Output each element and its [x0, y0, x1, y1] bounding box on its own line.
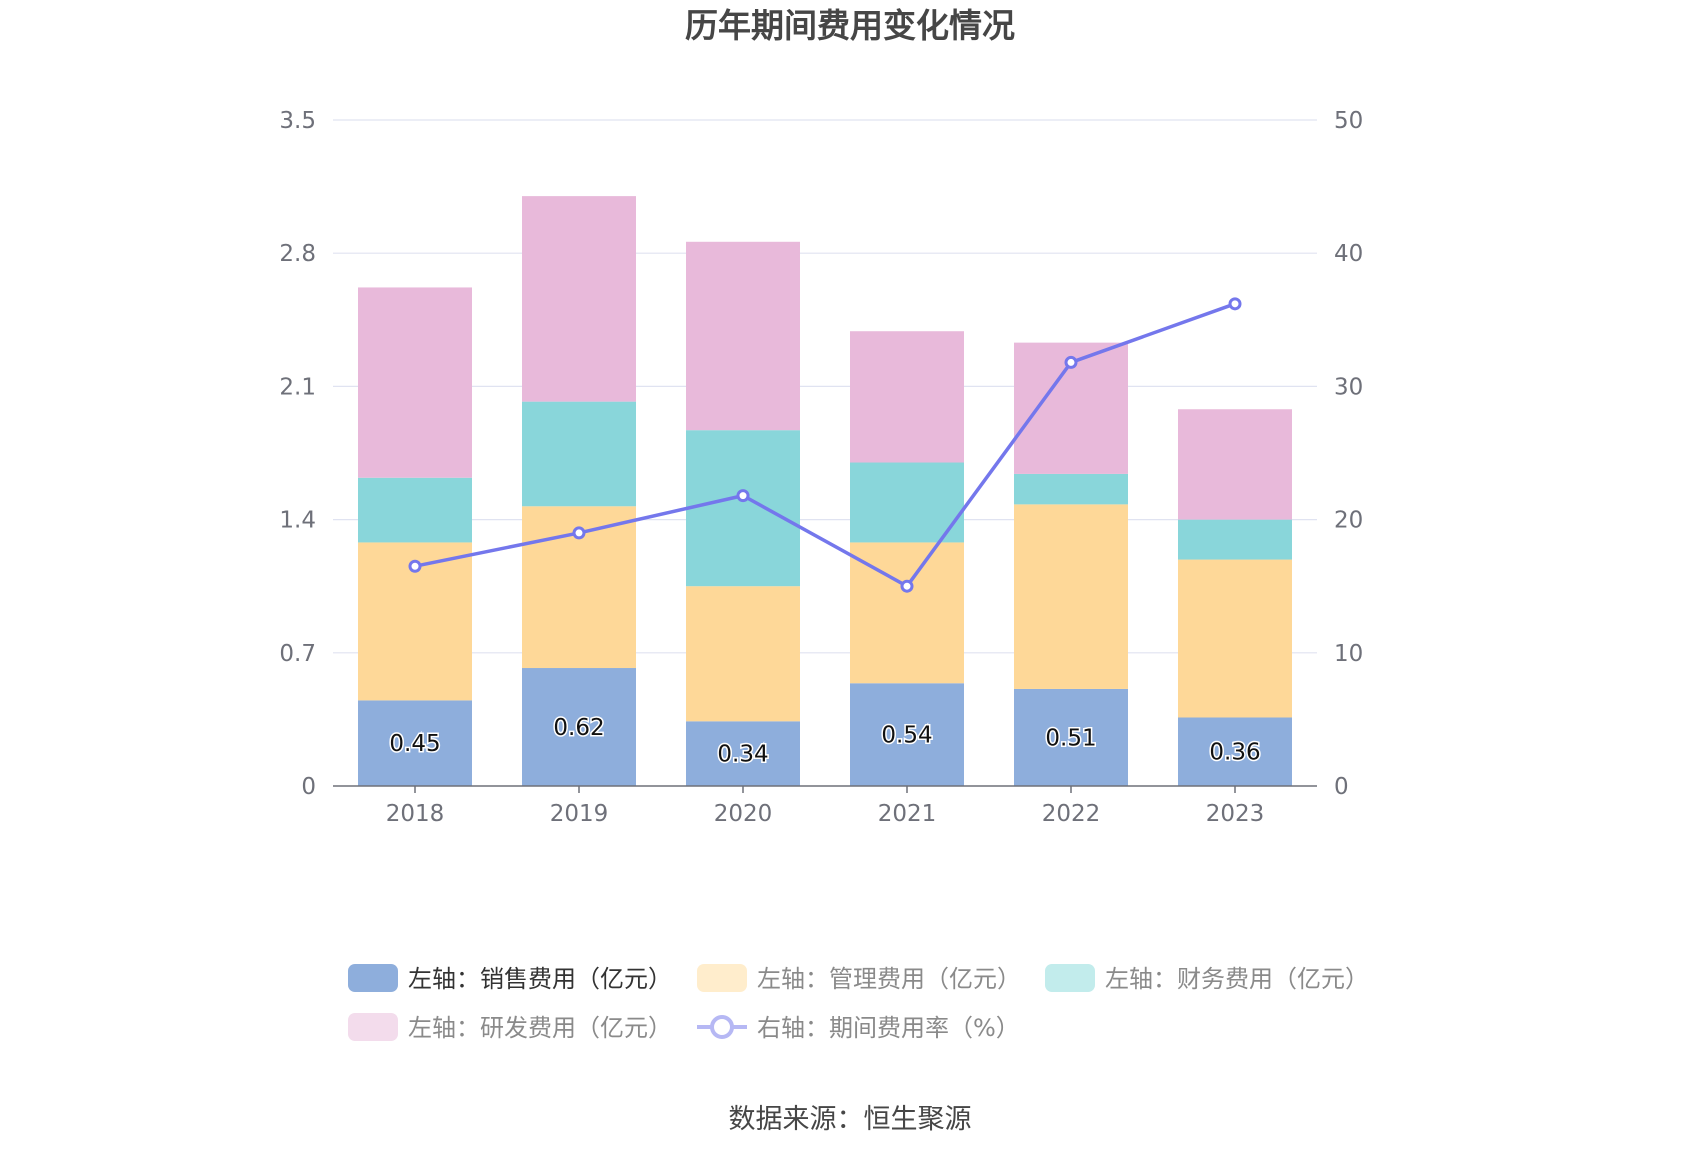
bar-segment: [1178, 409, 1292, 520]
x-tick-label: 2018: [386, 801, 445, 827]
bar-segment: [850, 683, 964, 786]
legend-marker-swatch: [710, 1015, 734, 1039]
y-right-tick-label: 10: [1334, 641, 1363, 667]
bar-segment: [1014, 504, 1128, 689]
legend-swatch: [348, 1013, 398, 1041]
legend: 左轴：销售费用（亿元） 左轴：管理费用（亿元） 左轴：财务费用（亿元） 左轴：研发费用…: [348, 964, 1369, 1042]
bar-segment: [1014, 688, 1128, 786]
rate-point: [408, 559, 422, 573]
bar-data-label: 0.62: [553, 715, 604, 741]
legend-swatch: [1045, 964, 1095, 992]
bar-data-label: 0.34: [717, 742, 768, 768]
rate-line: [414, 302, 1236, 588]
x-tick-label: 2020: [714, 801, 773, 827]
x-tick-label: 2019: [550, 801, 609, 827]
bar-segment: [686, 721, 800, 786]
bar-segment: [522, 401, 636, 507]
rate-point: [1228, 297, 1242, 311]
data-source: 数据来源：恒生聚源: [729, 1104, 972, 1135]
bar-data-label: 0.51: [1045, 725, 1096, 751]
legend-label: 左轴：销售费用（亿元）: [408, 965, 672, 993]
bar-data-label: 0.45: [389, 731, 440, 757]
y-right-tick-label: 20: [1334, 508, 1363, 534]
bar-segment: [686, 586, 800, 722]
bar-segment: [1178, 717, 1292, 786]
y-right-tick-label: 0: [1334, 774, 1349, 800]
x-tick-label: 2021: [878, 801, 937, 827]
rate-point: [736, 489, 750, 503]
rate-point: [572, 526, 586, 540]
y-left-tick-label: 3.5: [279, 108, 316, 134]
bar-segment: [1178, 519, 1292, 560]
bar-segment: [850, 331, 964, 463]
line-series: [408, 297, 1242, 593]
y-right-tick-label: 40: [1334, 241, 1363, 267]
legend-label: 左轴：管理费用（亿元）: [757, 965, 1021, 993]
y-left-tick-label: 2.1: [279, 374, 316, 400]
bar-segment: [358, 477, 472, 543]
data-labels: 0.45 0.62 0.34 0.54 0.51 0.36: [388, 714, 1262, 770]
legend-label: 左轴：研发费用（亿元）: [408, 1014, 672, 1042]
bar-segment: [358, 700, 472, 786]
bar-series: [358, 196, 1292, 786]
legend-swatch: [348, 964, 398, 992]
bar-segment: [1178, 559, 1292, 718]
y-left-tick-label: 0: [301, 774, 316, 800]
x-tick-label: 2022: [1042, 801, 1101, 827]
bar-data-label: 0.36: [1209, 740, 1260, 766]
bar-segment: [1014, 473, 1128, 505]
y-left-tick-label: 1.4: [279, 508, 316, 534]
y-right-tick-label: 30: [1334, 374, 1363, 400]
legend-label: 左轴：财务费用（亿元）: [1105, 965, 1369, 993]
grid-lines: [333, 119, 1317, 654]
bar-segment: [850, 462, 964, 543]
bar-segment: [522, 668, 636, 786]
chart-title: 历年期间费用变化情况: [685, 6, 1015, 45]
bar-segment: [686, 430, 800, 587]
bar-segment: [686, 241, 800, 431]
legend-label: 右轴：期间费用率（%）: [757, 1014, 1020, 1042]
x-tick-label: 2023: [1206, 801, 1265, 827]
rate-point: [1064, 355, 1078, 369]
rate-point: [900, 579, 914, 593]
legend-swatch: [697, 964, 747, 992]
bar-segment: [358, 287, 472, 478]
bar-data-label: 0.54: [881, 723, 932, 749]
y-left-tick-label: 0.7: [279, 641, 316, 667]
axes: 0 0 0.7 10 1.4 20 2.1 30 2.8 40 3.5 50 2018 2019 2020 2…: [279, 108, 1363, 827]
bar-segment: [522, 196, 636, 402]
y-right-tick-label: 50: [1334, 108, 1363, 134]
y-left-tick-label: 2.8: [279, 241, 316, 267]
